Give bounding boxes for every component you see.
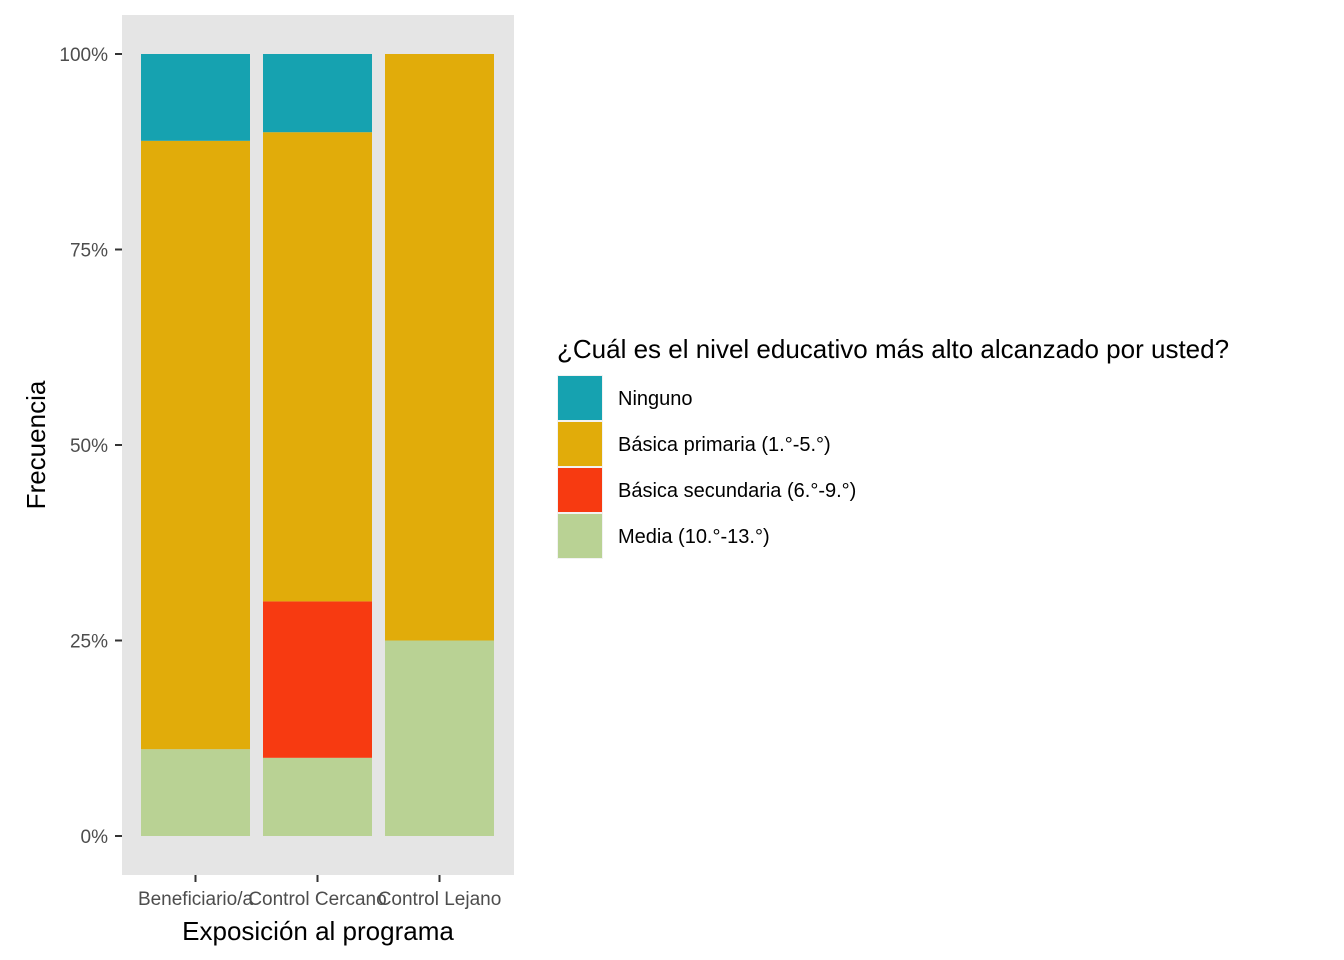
bar-beneficiario-a-ninguno <box>141 54 250 141</box>
x-tick-label: Control Lejano <box>378 889 502 910</box>
y-tick-label: 0% <box>81 827 109 848</box>
legend-swatch-media-10-13 <box>558 514 602 558</box>
bar-control-lejano-media-10-13 <box>385 640 494 836</box>
legend-label-ninguno: Ninguno <box>618 388 693 410</box>
legend-label-basica-primaria-1-5: Básica primaria (1.°-5.°) <box>618 434 831 456</box>
legend-swatch-basica-secundaria-6-9 <box>558 468 602 512</box>
bar-control-cercano-basica-primaria-1-5 <box>263 132 372 602</box>
y-axis-title: Frecuencia <box>21 380 51 509</box>
y-tick-label: 25% <box>70 632 108 653</box>
bar-beneficiario-a-basica-primaria-1-5 <box>141 140 250 750</box>
bar-control-cercano-basica-secundaria-6-9 <box>263 601 372 758</box>
y-axis: 0% 25% 50% 75% 100% <box>59 45 122 848</box>
y-tick-label: 100% <box>59 45 108 66</box>
y-tick-label: 50% <box>70 436 108 457</box>
legend-label-basica-secundaria-6-9: Básica secundaria (6.°-9.°) <box>618 480 856 502</box>
legend-swatch-basica-primaria-1-5 <box>558 422 602 466</box>
bar-control-lejano-basica-primaria-1-5 <box>385 54 494 641</box>
legend-label-media-10-13: Media (10.°-13.°) <box>618 526 770 548</box>
bars <box>141 54 494 836</box>
x-tick-label: Control Cercano <box>248 889 386 910</box>
legend: ¿Cuál es el nivel educativo más alto alc… <box>557 334 1229 559</box>
bar-control-cercano-ninguno <box>263 54 372 133</box>
bar-control-cercano-media-10-13 <box>263 757 372 836</box>
x-tick-label: Beneficiario/a <box>138 889 254 910</box>
legend-swatch-ninguno <box>558 376 602 420</box>
x-axis-title: Exposición al programa <box>182 916 454 946</box>
legend-title: ¿Cuál es el nivel educativo más alto alc… <box>557 334 1229 364</box>
y-tick-label: 75% <box>70 241 108 262</box>
bar-beneficiario-a-media-10-13 <box>141 749 250 836</box>
